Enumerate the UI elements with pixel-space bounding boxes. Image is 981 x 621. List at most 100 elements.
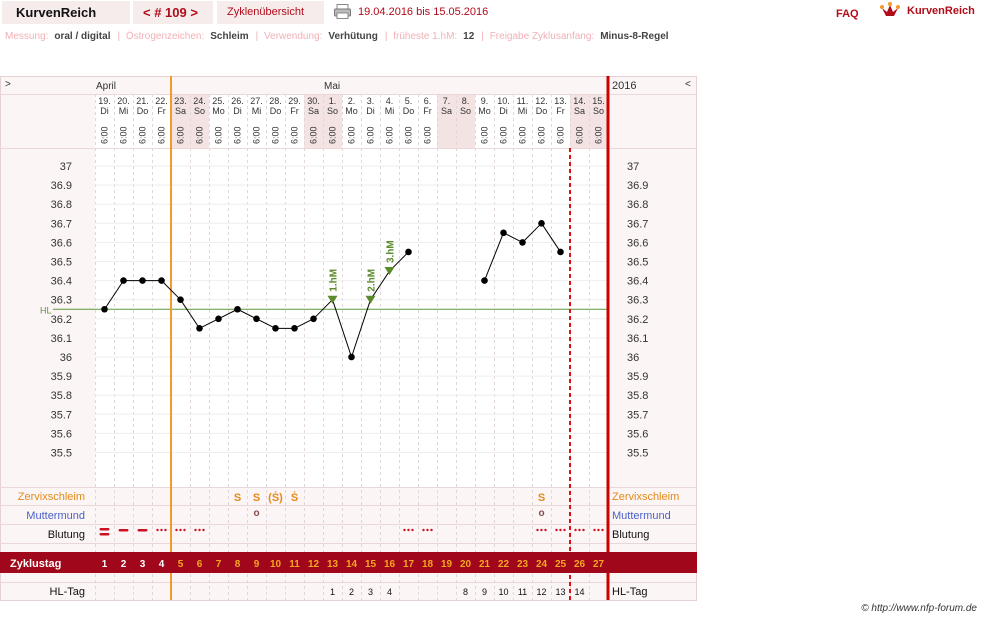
y-tick-label-right: 35.9	[627, 371, 648, 383]
weekday-label: Mo	[345, 106, 358, 116]
cervix-symbol: o	[538, 508, 544, 519]
cycle-day-number: 9	[254, 559, 260, 570]
date-label: 3.	[367, 96, 375, 106]
time-label: 6:00	[423, 126, 433, 144]
month-label: Mai	[324, 81, 340, 92]
weekday-label: Do	[137, 106, 149, 116]
hl-day-number: 12	[536, 587, 546, 597]
hl-day-label: HL-Tag	[50, 586, 85, 598]
bleeding-light-dot	[411, 528, 414, 532]
y-tick-label: 35.5	[51, 448, 72, 460]
top-bar: KurvenReich < # 109 > Zyklenübersicht 19…	[0, 0, 981, 26]
temp-point	[120, 277, 127, 284]
y-tick-label-right: 37	[627, 161, 639, 173]
temp-point	[557, 248, 564, 256]
cervix-symbol: o	[253, 508, 259, 519]
cycle-day-number: 22	[498, 559, 510, 570]
weekday-label: Mi	[119, 106, 129, 116]
bleeding-light-dot	[160, 528, 163, 532]
bleeding-light-dot	[582, 528, 585, 532]
weekday-label: Sa	[175, 106, 186, 116]
temp-point	[101, 305, 108, 313]
y-tick-label-right: 36.3	[627, 295, 648, 307]
weekday-label: Sa	[574, 106, 585, 116]
cycle-day-number: 11	[289, 559, 300, 570]
bleeding-light-dot	[597, 528, 600, 532]
temp-marker-point	[365, 295, 376, 304]
bleeding-heavy-mark	[99, 533, 110, 536]
weekday-label: Mi	[252, 106, 262, 116]
print-icon[interactable]	[334, 4, 351, 19]
temp-point	[310, 315, 317, 323]
bleeding-light-dot	[593, 528, 596, 532]
bleeding-row-label: Blutung	[48, 529, 85, 541]
cycle-day-number: 17	[403, 559, 415, 570]
cycle-day-number: 5	[178, 559, 184, 570]
faq-link[interactable]: FAQ	[836, 8, 859, 20]
weekend-band	[171, 94, 190, 148]
mucus-symbol: S	[253, 492, 260, 504]
cycle-day-label: Zyklustag	[10, 558, 61, 570]
date-label: 12.	[535, 96, 548, 106]
mucus-row-label-right: Zervixschleim	[612, 491, 679, 503]
hl-label: HL	[40, 305, 52, 315]
time-label: 6:00	[575, 126, 585, 144]
time-label: 6:00	[233, 126, 243, 144]
time-label: 6:00	[138, 126, 148, 144]
temp-point	[500, 229, 507, 237]
weekday-label: Do	[270, 106, 282, 116]
y-tick-label: 35.6	[51, 428, 72, 440]
date-label: 24.	[193, 96, 206, 106]
time-label: 6:00	[518, 126, 528, 144]
temp-point	[348, 353, 355, 361]
cycle-day-number: 18	[422, 559, 434, 570]
date-label: 13.	[554, 96, 567, 106]
cycle-day-number: 16	[384, 559, 396, 570]
weekday-label: Fr	[290, 106, 299, 116]
y-tick-label: 36.9	[51, 180, 72, 192]
mucus-symbol: (Ṡ)	[268, 491, 283, 504]
setting-label: Verwendung:	[264, 31, 323, 42]
time-label: 6:00	[366, 126, 376, 144]
weekday-label: Mo	[212, 106, 225, 116]
cycle-day-number: 2	[121, 559, 127, 570]
temp-line-segment	[332, 299, 352, 358]
date-range: 19.04.2016 bis 15.05.2016	[358, 6, 489, 18]
setting-label: früheste 1.hM:	[393, 31, 458, 42]
weekday-label: Sa	[441, 106, 452, 116]
y-tick-label-right: 35.8	[627, 390, 648, 402]
bleeding-light-dot	[601, 528, 604, 532]
cycle-day-number: 15	[365, 559, 377, 570]
bleeding-light-dot	[422, 528, 425, 532]
y-tick-label-right: 36.8	[627, 199, 648, 211]
cycle-navigator[interactable]: < # 109 >	[133, 1, 213, 24]
temp-line-segment	[237, 308, 257, 320]
hl-day-number: 11	[518, 587, 527, 597]
temp-line-segment	[180, 299, 200, 329]
temp-point	[139, 277, 146, 284]
weekend-band	[589, 94, 608, 148]
date-label: 30.	[307, 96, 320, 106]
temp-line-segment	[351, 299, 371, 358]
bleeding-light-dot	[164, 528, 167, 532]
weekday-label: Mo	[478, 106, 491, 116]
cervix-row-label-right: Muttermund	[612, 510, 671, 522]
bleeding-medium-mark	[118, 529, 129, 532]
brand-title[interactable]: KurvenReich	[2, 1, 130, 24]
date-label: 23.	[174, 96, 187, 106]
temp-line-segment	[484, 232, 504, 281]
weekend-band	[323, 94, 342, 148]
date-label: 4.	[386, 96, 394, 106]
date-label: 11.	[517, 96, 529, 106]
y-tick-label: 36.4	[51, 276, 72, 288]
temp-point	[177, 296, 184, 304]
y-tick-label-right: 36.1	[627, 333, 648, 345]
y-tick-label-right: 36.6	[627, 237, 648, 249]
weekday-label: Di	[233, 106, 242, 116]
hl-day-number: 2	[349, 587, 354, 597]
y-tick-label-right: 36.2	[627, 314, 648, 326]
bleeding-light-dot	[202, 528, 205, 532]
date-label: 15.	[592, 96, 605, 106]
cycle-day-number: 12	[308, 559, 320, 570]
cycle-overview-link[interactable]: Zyklenübersicht	[217, 1, 324, 24]
